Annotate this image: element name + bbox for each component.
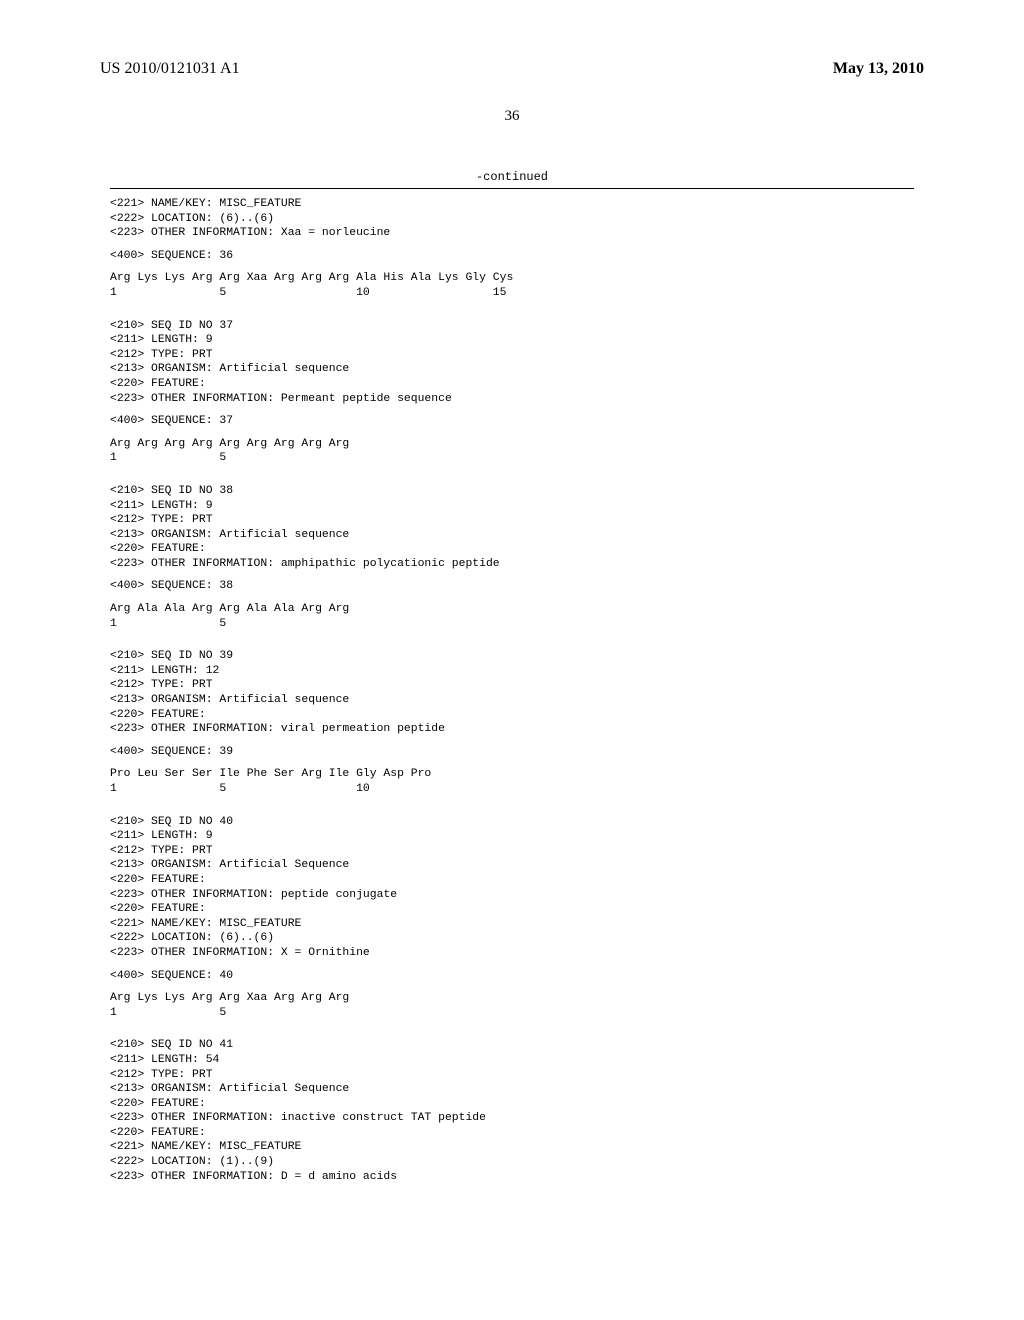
seq-line: <213> ORGANISM: Artificial sequence (110, 529, 349, 541)
feature-block-40: <210> SEQ ID NO 40 <211> LENGTH: 9 <212>… (110, 815, 914, 961)
seq-line: <220> FEATURE: (110, 903, 206, 915)
seq-line: <210> SEQ ID NO 38 (110, 485, 233, 497)
seq-line: 1 5 (110, 1007, 226, 1019)
seq-line: 1 5 10 (110, 783, 370, 795)
publication-number: US 2010/0121031 A1 (100, 60, 240, 78)
sequence-header-37: <400> SEQUENCE: 37 (110, 414, 914, 429)
seq-line: <210> SEQ ID NO 41 (110, 1039, 233, 1051)
seq-line: <223> OTHER INFORMATION: peptide conjuga… (110, 889, 397, 901)
feature-block-39: <210> SEQ ID NO 39 <211> LENGTH: 12 <212… (110, 649, 914, 737)
feature-block-41: <210> SEQ ID NO 41 <211> LENGTH: 54 <212… (110, 1038, 914, 1184)
feature-block-37: <210> SEQ ID NO 37 <211> LENGTH: 9 <212>… (110, 319, 914, 407)
seq-line: Arg Lys Lys Arg Arg Xaa Arg Arg Arg Ala … (110, 272, 513, 284)
seq-line: <220> FEATURE: (110, 1098, 206, 1110)
sequence-header-38: <400> SEQUENCE: 38 (110, 579, 914, 594)
seq-line: <223> OTHER INFORMATION: Xaa = norleucin… (110, 227, 390, 239)
seq-line: <222> LOCATION: (1)..(9) (110, 1156, 274, 1168)
seq-line: <221> NAME/KEY: MISC_FEATURE (110, 918, 301, 930)
seq-line: <220> FEATURE: (110, 709, 206, 721)
seq-line: <220> FEATURE: (110, 874, 206, 886)
seq-line: <223> OTHER INFORMATION: inactive constr… (110, 1112, 486, 1124)
seq-line: <210> SEQ ID NO 39 (110, 650, 233, 662)
seq-line: <212> TYPE: PRT (110, 514, 213, 526)
seq-line: <222> LOCATION: (6)..(6) (110, 932, 274, 944)
seq-line: 1 5 (110, 452, 226, 464)
seq-line: <212> TYPE: PRT (110, 845, 213, 857)
seq-line: <400> SEQUENCE: 38 (110, 580, 233, 592)
seq-line: <223> OTHER INFORMATION: viral permeatio… (110, 723, 445, 735)
seq-line: <211> LENGTH: 9 (110, 334, 213, 346)
section-rule-top (110, 188, 914, 189)
content-area: -continued <221> NAME/KEY: MISC_FEATURE … (100, 170, 924, 1184)
seq-line: 1 5 10 15 (110, 287, 506, 299)
page-number: 36 (100, 108, 924, 125)
seq-line: <220> FEATURE: (110, 378, 206, 390)
seq-line: <220> FEATURE: (110, 543, 206, 555)
seq-line: <400> SEQUENCE: 39 (110, 746, 233, 758)
seq-line: <220> FEATURE: (110, 1127, 206, 1139)
seq-line: <212> TYPE: PRT (110, 349, 213, 361)
seq-line: 1 5 (110, 618, 226, 630)
seq-line: <223> OTHER INFORMATION: X = Ornithine (110, 947, 370, 959)
seq-line: <213> ORGANISM: Artificial Sequence (110, 859, 349, 871)
sequence-header-39: <400> SEQUENCE: 39 (110, 745, 914, 760)
seq-line: <223> OTHER INFORMATION: Permeant peptid… (110, 393, 452, 405)
seq-line: <212> TYPE: PRT (110, 1069, 213, 1081)
seq-line: Arg Ala Ala Arg Arg Ala Ala Arg Arg (110, 603, 349, 615)
seq-line: <400> SEQUENCE: 40 (110, 970, 233, 982)
seq-line: <211> LENGTH: 54 (110, 1054, 219, 1066)
seq-line: <221> NAME/KEY: MISC_FEATURE (110, 1141, 301, 1153)
sequence-36: Arg Lys Lys Arg Arg Xaa Arg Arg Arg Ala … (110, 271, 914, 300)
seq-line: <211> LENGTH: 12 (110, 665, 219, 677)
page-container: US 2010/0121031 A1 May 13, 2010 36 -cont… (0, 0, 1024, 1224)
seq-line: <210> SEQ ID NO 37 (110, 320, 233, 332)
seq-line: Arg Lys Lys Arg Arg Xaa Arg Arg Arg (110, 992, 349, 1004)
seq-line: <400> SEQUENCE: 36 (110, 250, 233, 262)
sequence-40: Arg Lys Lys Arg Arg Xaa Arg Arg Arg 1 5 (110, 991, 914, 1020)
seq-line: <213> ORGANISM: Artificial sequence (110, 363, 349, 375)
sequence-39: Pro Leu Ser Ser Ile Phe Ser Arg Ile Gly … (110, 767, 914, 796)
seq-line: <223> OTHER INFORMATION: amphipathic pol… (110, 558, 500, 570)
sequence-37: Arg Arg Arg Arg Arg Arg Arg Arg Arg 1 5 (110, 437, 914, 466)
seq-line: <212> TYPE: PRT (110, 679, 213, 691)
seq-line: <400> SEQUENCE: 37 (110, 415, 233, 427)
publication-date: May 13, 2010 (833, 60, 924, 78)
seq-line: <210> SEQ ID NO 40 (110, 816, 233, 828)
sequence-38: Arg Ala Ala Arg Arg Ala Ala Arg Arg 1 5 (110, 602, 914, 631)
seq-line: <222> LOCATION: (6)..(6) (110, 213, 274, 225)
seq-line: <211> LENGTH: 9 (110, 500, 213, 512)
sequence-header-40: <400> SEQUENCE: 40 (110, 969, 914, 984)
seq-line: <213> ORGANISM: Artificial sequence (110, 694, 349, 706)
continued-label: -continued (110, 170, 914, 184)
feature-block-36a: <221> NAME/KEY: MISC_FEATURE <222> LOCAT… (110, 197, 914, 241)
seq-line: <223> OTHER INFORMATION: D = d amino aci… (110, 1171, 397, 1183)
feature-block-38: <210> SEQ ID NO 38 <211> LENGTH: 9 <212>… (110, 484, 914, 572)
sequence-header-36: <400> SEQUENCE: 36 (110, 249, 914, 264)
page-header: US 2010/0121031 A1 May 13, 2010 (100, 60, 924, 78)
seq-line: <221> NAME/KEY: MISC_FEATURE (110, 198, 301, 210)
seq-line: Pro Leu Ser Ser Ile Phe Ser Arg Ile Gly … (110, 768, 431, 780)
seq-line: Arg Arg Arg Arg Arg Arg Arg Arg Arg (110, 438, 349, 450)
seq-line: <213> ORGANISM: Artificial Sequence (110, 1083, 349, 1095)
seq-line: <211> LENGTH: 9 (110, 830, 213, 842)
